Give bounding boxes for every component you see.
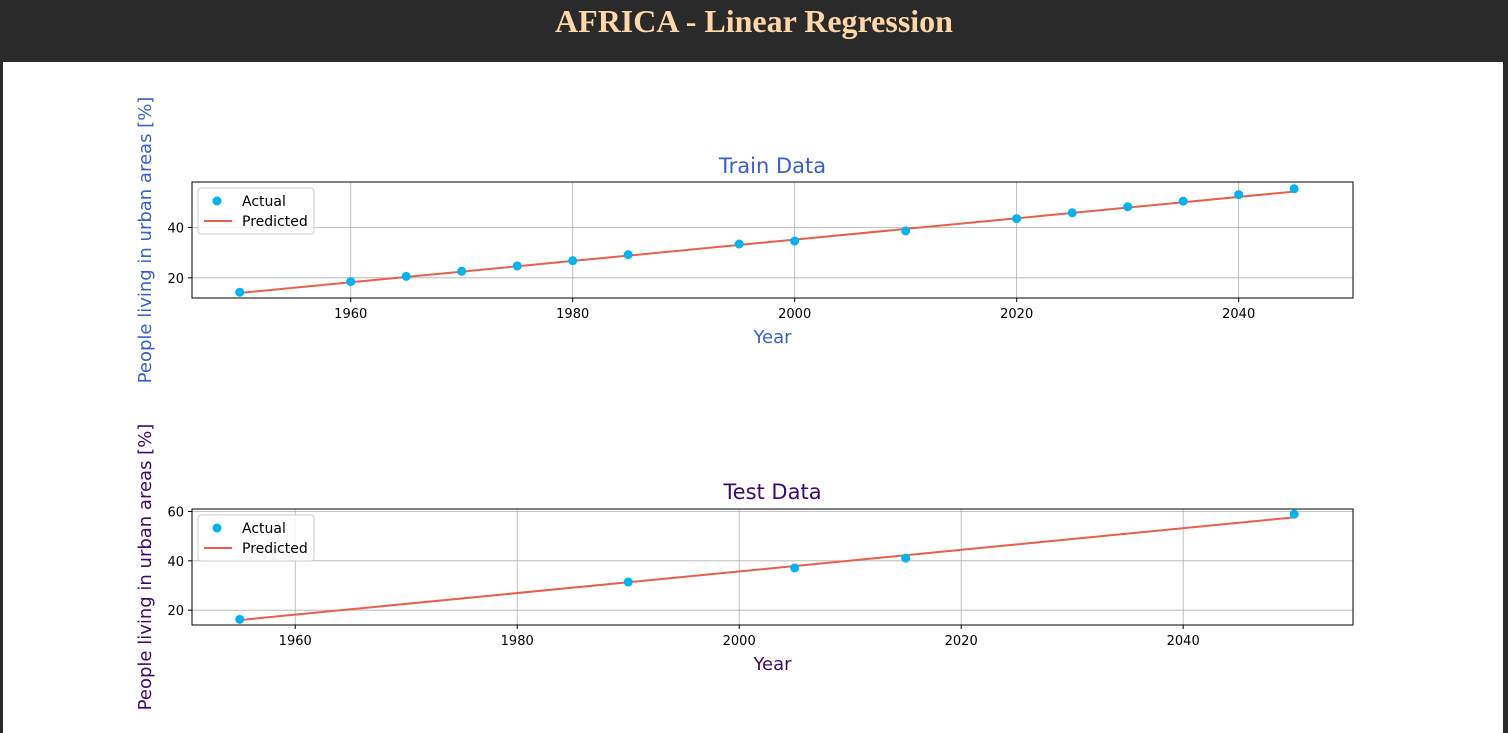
legend-label: Predicted — [242, 541, 308, 557]
actual-point — [901, 226, 911, 236]
y-tick-label: 20 — [167, 604, 184, 619]
x-tick-label: 1960 — [334, 307, 367, 322]
actual-point — [623, 250, 633, 260]
x-tick-label: 2020 — [945, 634, 978, 649]
actual-point — [512, 261, 522, 271]
actual-point — [1234, 190, 1244, 200]
actual-point — [1123, 202, 1133, 212]
plot-frame — [191, 181, 1354, 299]
y-axis-label: People living in urban areas [%] — [135, 97, 156, 384]
actual-point — [1178, 196, 1188, 206]
x-tick-label: 1980 — [556, 307, 589, 322]
actual-point — [401, 271, 411, 281]
y-tick-label: 40 — [167, 555, 184, 570]
actual-point — [568, 256, 578, 266]
x-tick-label: 2000 — [723, 634, 756, 649]
plot-panel: 1960 1980 2000 2020 2040 20 40 Train Data Year Pe… — [3, 62, 1503, 733]
y-tick-label: 40 — [167, 221, 184, 236]
actual-point — [1289, 184, 1299, 194]
x-tick-label: 1980 — [501, 634, 534, 649]
legend-label: Actual — [242, 194, 286, 210]
x-tick-label: 2040 — [1222, 307, 1255, 322]
y-tick-label: 20 — [167, 272, 184, 287]
actual-point — [790, 236, 800, 246]
x-tick-label: 2040 — [1167, 634, 1200, 649]
x-axis-label: Year — [752, 654, 792, 675]
actual-point — [734, 239, 744, 249]
actual-point — [790, 563, 800, 573]
predicted-line — [239, 190, 1295, 294]
x-axis-label: Year — [752, 327, 792, 348]
actual-point — [235, 614, 245, 624]
actual-point — [623, 577, 633, 587]
x-tick-label: 2020 — [1000, 307, 1033, 322]
actual-point — [235, 287, 245, 297]
actual-point — [1289, 509, 1299, 519]
x-tick-label: 2000 — [778, 307, 811, 322]
x-tick-label: 1960 — [279, 634, 312, 649]
legend-label: Predicted — [242, 214, 308, 230]
predicted-line — [239, 516, 1295, 622]
page-title: AFRICA - Linear Regression — [555, 3, 953, 39]
plot-frame — [191, 508, 1354, 626]
actual-point — [1067, 208, 1077, 218]
legend-box — [197, 187, 315, 235]
legend-label: Actual — [242, 521, 286, 537]
legend-marker-actual — [212, 523, 222, 533]
chart-title: Test Data — [722, 480, 821, 504]
actual-point — [1012, 214, 1022, 224]
chart-title: Train Data — [718, 154, 826, 178]
actual-point — [346, 277, 356, 287]
actual-point — [457, 266, 467, 276]
legend-marker-actual — [212, 196, 222, 206]
y-tick-label: 60 — [167, 505, 184, 520]
legend-box — [197, 514, 315, 562]
y-axis-label: People living in urban areas [%] — [135, 424, 156, 711]
actual-point — [901, 553, 911, 563]
